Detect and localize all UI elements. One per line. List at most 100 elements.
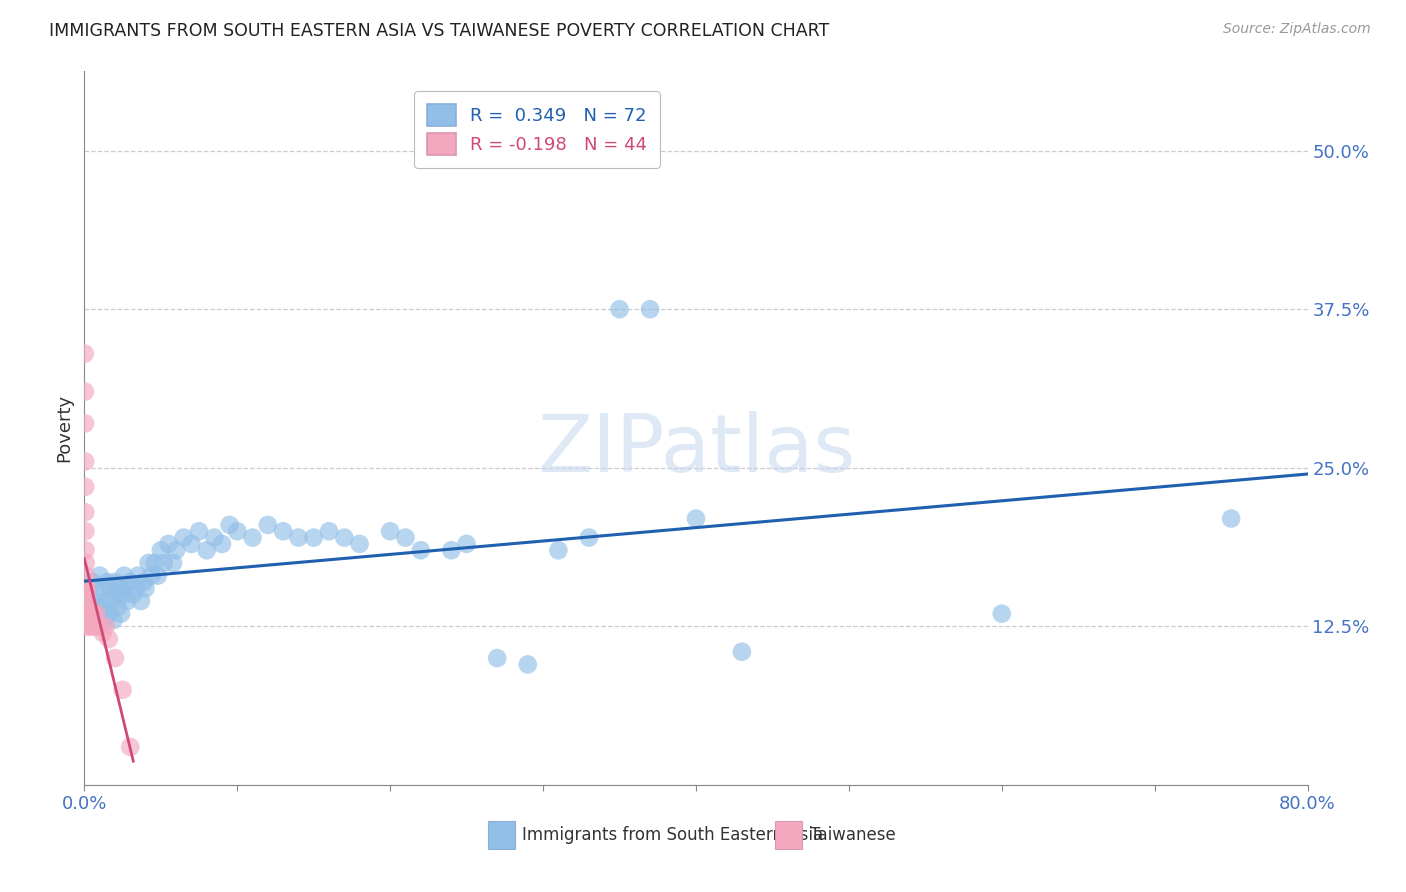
Point	[153, 556, 176, 570]
Point	[211, 537, 233, 551]
Point	[103, 613, 125, 627]
Point	[76, 600, 98, 615]
Point	[218, 517, 240, 532]
Y-axis label: Poverty: Poverty	[55, 394, 73, 462]
Point	[257, 517, 280, 532]
Point	[202, 531, 225, 545]
Point	[609, 302, 631, 317]
FancyBboxPatch shape	[776, 821, 803, 849]
Point	[94, 613, 117, 627]
Point	[141, 568, 163, 582]
Point	[105, 588, 128, 602]
Legend: R =  0.349   N = 72, R = -0.198   N = 44: R = 0.349 N = 72, R = -0.198 N = 44	[415, 91, 659, 168]
Point	[87, 619, 110, 633]
Point	[638, 302, 661, 317]
Point	[108, 582, 131, 596]
Point	[394, 531, 416, 545]
Point	[80, 574, 103, 589]
Point	[75, 454, 97, 468]
FancyBboxPatch shape	[488, 821, 515, 849]
Text: Source: ZipAtlas.com: Source: ZipAtlas.com	[1223, 22, 1371, 37]
Point	[76, 613, 98, 627]
Point	[115, 594, 138, 608]
Point	[122, 588, 145, 602]
Point	[80, 619, 103, 633]
Point	[76, 619, 98, 633]
Point	[84, 594, 107, 608]
Text: ZIPatlas: ZIPatlas	[537, 410, 855, 489]
Point	[76, 594, 98, 608]
Point	[96, 594, 118, 608]
Point	[120, 574, 142, 589]
Point	[79, 607, 101, 621]
Point	[93, 600, 115, 615]
Point	[75, 543, 97, 558]
Point	[75, 582, 97, 596]
Point	[104, 574, 127, 589]
Point	[79, 619, 101, 633]
Text: Taiwanese: Taiwanese	[810, 826, 896, 844]
Point	[107, 600, 129, 615]
Point	[111, 682, 134, 697]
Point	[180, 537, 202, 551]
Point	[75, 568, 97, 582]
Point	[75, 524, 97, 539]
Point	[97, 632, 120, 646]
Point	[409, 543, 432, 558]
Point	[75, 588, 97, 602]
Point	[226, 524, 249, 539]
Point	[98, 582, 121, 596]
Point	[76, 594, 98, 608]
Point	[75, 588, 97, 602]
Point	[349, 537, 371, 551]
Point	[75, 600, 97, 615]
Point	[87, 600, 110, 615]
Point	[165, 543, 187, 558]
Point	[75, 556, 97, 570]
Point	[101, 594, 124, 608]
Point	[195, 543, 218, 558]
Point	[94, 619, 117, 633]
Point	[440, 543, 463, 558]
Point	[76, 582, 98, 596]
Point	[149, 543, 172, 558]
Point	[129, 594, 152, 608]
Point	[127, 568, 149, 582]
Point	[76, 600, 98, 615]
Point	[75, 505, 97, 519]
Point	[333, 531, 356, 545]
Point	[77, 613, 100, 627]
Point	[84, 619, 107, 633]
Point	[486, 651, 509, 665]
Point	[76, 594, 98, 608]
Point	[75, 582, 97, 596]
Point	[578, 531, 600, 545]
Point	[104, 651, 127, 665]
Point	[731, 645, 754, 659]
Point	[242, 531, 264, 545]
Point	[89, 568, 111, 582]
Point	[380, 524, 402, 539]
Point	[271, 524, 294, 539]
Point	[80, 607, 103, 621]
Point	[77, 619, 100, 633]
Point	[83, 607, 105, 621]
Point	[516, 657, 538, 672]
Point	[97, 607, 120, 621]
Point	[76, 607, 98, 621]
Point	[86, 607, 108, 621]
Point	[146, 568, 169, 582]
Point	[157, 537, 180, 551]
Point	[75, 594, 97, 608]
Point	[86, 588, 108, 602]
Point	[110, 607, 132, 621]
Point	[76, 607, 98, 621]
Point	[685, 511, 707, 525]
Point	[138, 556, 160, 570]
Point	[112, 568, 135, 582]
Point	[302, 531, 325, 545]
Point	[1220, 511, 1243, 525]
Point	[143, 556, 166, 570]
Point	[318, 524, 340, 539]
Point	[73, 346, 96, 360]
